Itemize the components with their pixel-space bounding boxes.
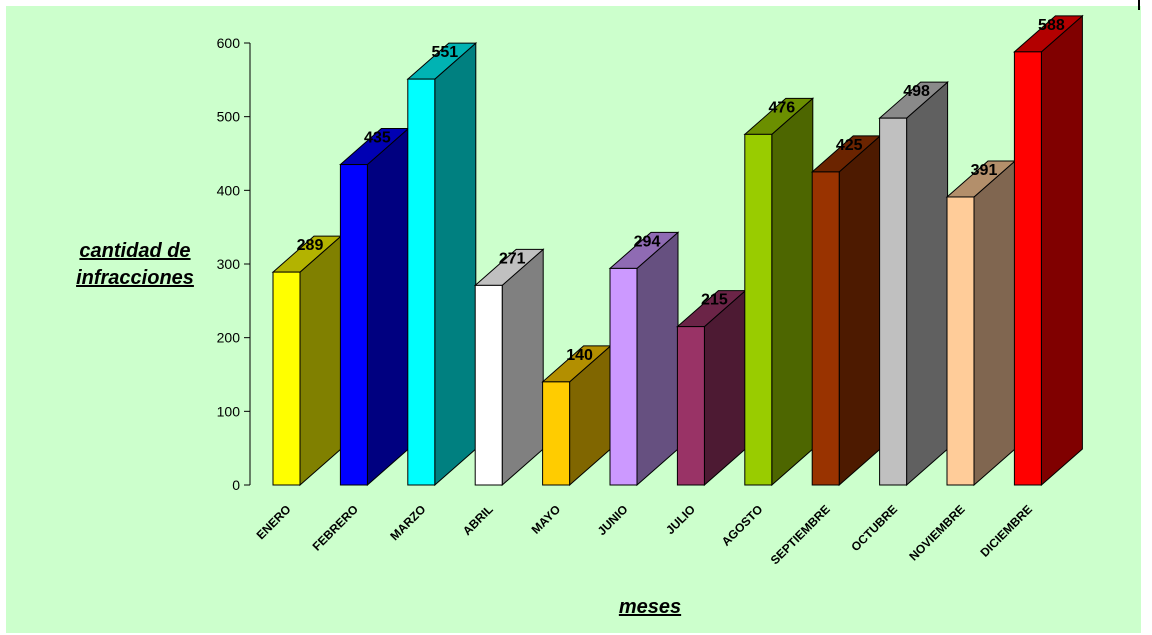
bar-side <box>838 134 881 487</box>
data-label: 435 <box>364 130 391 147</box>
bar-side <box>1040 14 1083 487</box>
data-label: 498 <box>903 83 930 100</box>
bar <box>542 381 571 486</box>
x-tick-label: JUNIO <box>595 502 631 538</box>
bar-side <box>366 127 409 487</box>
bar <box>946 196 975 486</box>
bar <box>879 117 908 486</box>
bar <box>811 171 840 486</box>
y-tick-label: 500 <box>217 109 241 125</box>
y-tick-label: 600 <box>217 35 241 51</box>
data-label: 140 <box>566 347 593 364</box>
y-tick-label: 200 <box>217 330 241 346</box>
data-label: 425 <box>836 137 863 154</box>
x-tick-label: MARZO <box>387 502 428 543</box>
bar <box>272 271 301 486</box>
bar-side <box>771 97 814 487</box>
bar <box>339 164 368 486</box>
data-label: 215 <box>701 292 728 309</box>
x-tick-label: DICIEMBRE <box>978 502 1036 560</box>
x-tick-label: AGOSTO <box>719 502 766 549</box>
bar <box>744 133 773 486</box>
corner-mark <box>1138 0 1140 10</box>
bar <box>474 284 503 486</box>
x-tick-label: NOVIEMBRE <box>906 502 967 563</box>
bar <box>407 78 436 486</box>
bar-side <box>906 81 949 487</box>
bar-side <box>973 159 1016 487</box>
bar-side <box>501 248 544 487</box>
bar-side <box>636 231 679 487</box>
data-label: 476 <box>768 99 795 116</box>
y-tick-label: 100 <box>217 403 241 419</box>
bar-side <box>434 41 477 487</box>
bar <box>1013 51 1042 486</box>
x-tick-label: SEPTIEMBRE <box>768 502 833 567</box>
data-label: 551 <box>431 44 458 61</box>
y-axis-title: cantidad de infracciones <box>60 238 210 292</box>
y-axis-title-line-1: cantidad de <box>79 240 191 262</box>
y-tick-label: 300 <box>217 256 241 272</box>
data-label: 271 <box>499 250 526 267</box>
bar-side <box>299 234 342 487</box>
y-axis-title-line-2: infracciones <box>76 267 194 289</box>
x-tick-label: ENERO <box>254 502 294 542</box>
x-tick-label: OCTUBRE <box>848 502 900 554</box>
y-tick-label: 400 <box>217 182 241 198</box>
x-tick-label: ABRIL <box>460 502 496 538</box>
x-tick-label: JULIO <box>663 502 698 537</box>
x-tick-label: FEBRERO <box>310 502 361 553</box>
bar <box>609 267 638 486</box>
x-tick-label: MAYO <box>529 502 564 537</box>
x-axis-title: meses <box>618 596 682 618</box>
data-label: 294 <box>634 233 661 250</box>
data-label: 588 <box>1038 17 1065 34</box>
bar <box>676 326 705 486</box>
y-tick-label: 0 <box>232 477 240 493</box>
data-label: 289 <box>297 237 324 254</box>
data-label: 391 <box>971 162 998 179</box>
